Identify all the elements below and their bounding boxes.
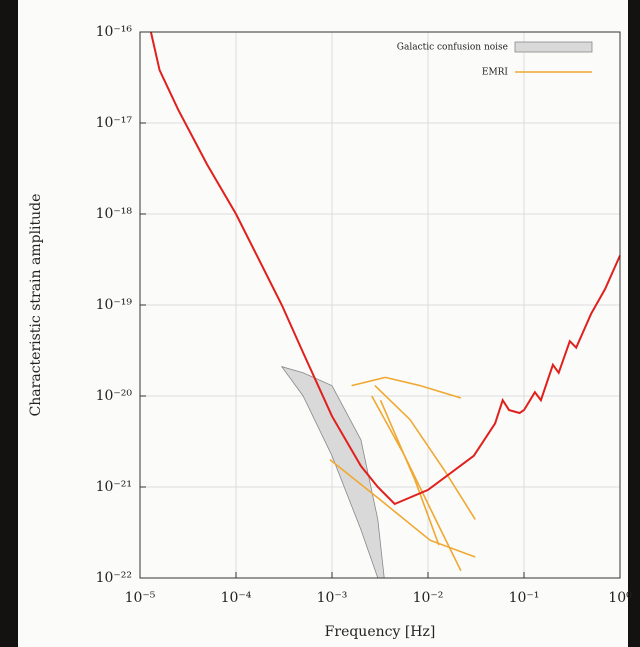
y-tick-label: 10⁻¹⁶ bbox=[96, 24, 133, 40]
y-tick-label: 10⁻¹⁹ bbox=[96, 297, 133, 313]
emri-line bbox=[379, 399, 440, 546]
emri-line bbox=[374, 385, 476, 520]
legend-label: EMRI bbox=[482, 68, 509, 78]
y-axis-label: Characteristic strain amplitude bbox=[28, 194, 44, 417]
y-tick-label: 10⁻²⁰ bbox=[96, 388, 133, 404]
y-tick-label: 10⁻²² bbox=[96, 570, 132, 586]
legend-label: Galactic confusion noise bbox=[397, 43, 508, 53]
legend-swatch bbox=[514, 41, 593, 53]
x-axis-label: Frequency [Hz] bbox=[325, 624, 436, 640]
emri-line bbox=[351, 376, 462, 399]
x-tick-label: 10⁻¹ bbox=[509, 590, 540, 606]
x-tick-label: 10⁻⁴ bbox=[221, 590, 252, 606]
sensitivity-curve bbox=[149, 31, 621, 506]
y-tick-label: 10⁻²¹ bbox=[96, 479, 132, 495]
x-tick-label: 10⁻³ bbox=[317, 590, 348, 606]
emri-line bbox=[329, 458, 476, 558]
emri-line bbox=[371, 395, 462, 572]
x-tick-label: 10⁰ bbox=[608, 590, 632, 606]
y-tick-label: 10⁻¹⁸ bbox=[96, 206, 133, 222]
x-tick-label: 10⁻⁵ bbox=[125, 590, 156, 606]
plot-frame bbox=[139, 31, 621, 579]
x-tick-label: 10⁻² bbox=[413, 590, 444, 606]
panel bbox=[18, 0, 628, 647]
y-tick-label: 10⁻¹⁷ bbox=[96, 115, 133, 131]
